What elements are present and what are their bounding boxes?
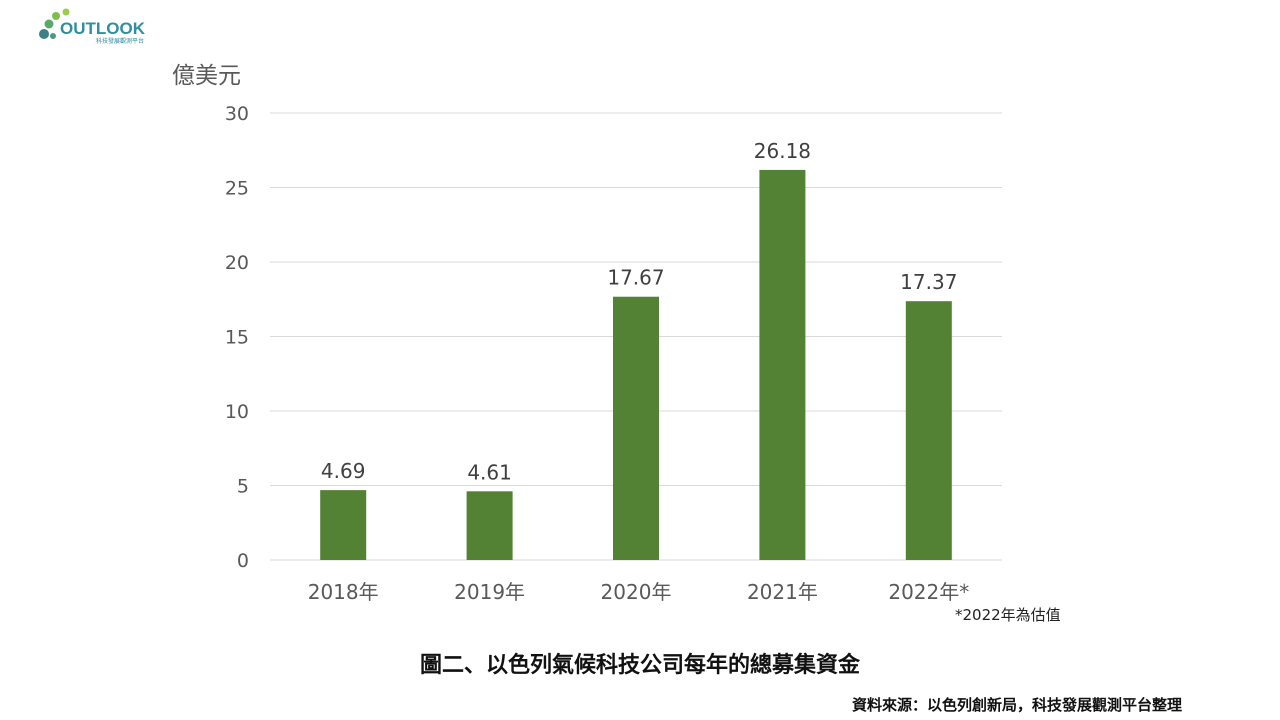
x-tick-label: 2021年 bbox=[747, 580, 818, 604]
value-label: 4.61 bbox=[467, 460, 512, 484]
y-tick-label: 5 bbox=[237, 476, 249, 498]
logo-text: OUTLOOK bbox=[60, 19, 146, 38]
value-label: 26.18 bbox=[754, 139, 811, 163]
bar bbox=[466, 491, 513, 560]
value-labels: 4.69 4.61 17.67 26.18 17.37 bbox=[321, 139, 957, 484]
logo-tagline: 科技發展觀測平台 bbox=[96, 37, 144, 45]
logo-dots-icon bbox=[39, 8, 70, 39]
y-axis-ticks: 0 5 10 15 20 25 30 bbox=[225, 103, 249, 572]
y-tick-label: 15 bbox=[225, 327, 249, 349]
x-tick-label: 2020年 bbox=[601, 580, 672, 604]
estimate-note: *2022年為估值 bbox=[955, 606, 1061, 624]
y-tick-label: 20 bbox=[225, 252, 249, 274]
x-tick-label: 2018年 bbox=[308, 580, 379, 604]
outlook-logo: OUTLOOK 科技發展觀測平台 bbox=[39, 8, 146, 45]
y-tick-label: 30 bbox=[225, 103, 249, 125]
bars bbox=[320, 169, 952, 560]
chart-caption: 圖二、以色列氣候科技公司每年的總募集資金 bbox=[419, 653, 860, 678]
bar bbox=[759, 169, 806, 560]
x-tick-label: 2019年 bbox=[454, 580, 525, 604]
value-label: 17.37 bbox=[900, 270, 957, 294]
bar bbox=[320, 490, 367, 560]
bar bbox=[905, 301, 952, 560]
y-tick-label: 10 bbox=[225, 401, 249, 423]
y-axis-label: 億美元 bbox=[172, 63, 241, 89]
value-label: 4.69 bbox=[321, 459, 366, 483]
x-axis-ticks: 2018年 2019年 2020年 2021年 2022年* bbox=[308, 580, 970, 604]
x-tick-label: 2022年* bbox=[888, 580, 969, 604]
source-text: 資料來源：以色列創新局，科技發展觀測平台整理 bbox=[851, 696, 1182, 714]
y-tick-label: 25 bbox=[225, 178, 249, 200]
y-tick-label: 0 bbox=[237, 550, 249, 572]
bar bbox=[613, 296, 659, 560]
value-label: 17.67 bbox=[607, 266, 664, 290]
